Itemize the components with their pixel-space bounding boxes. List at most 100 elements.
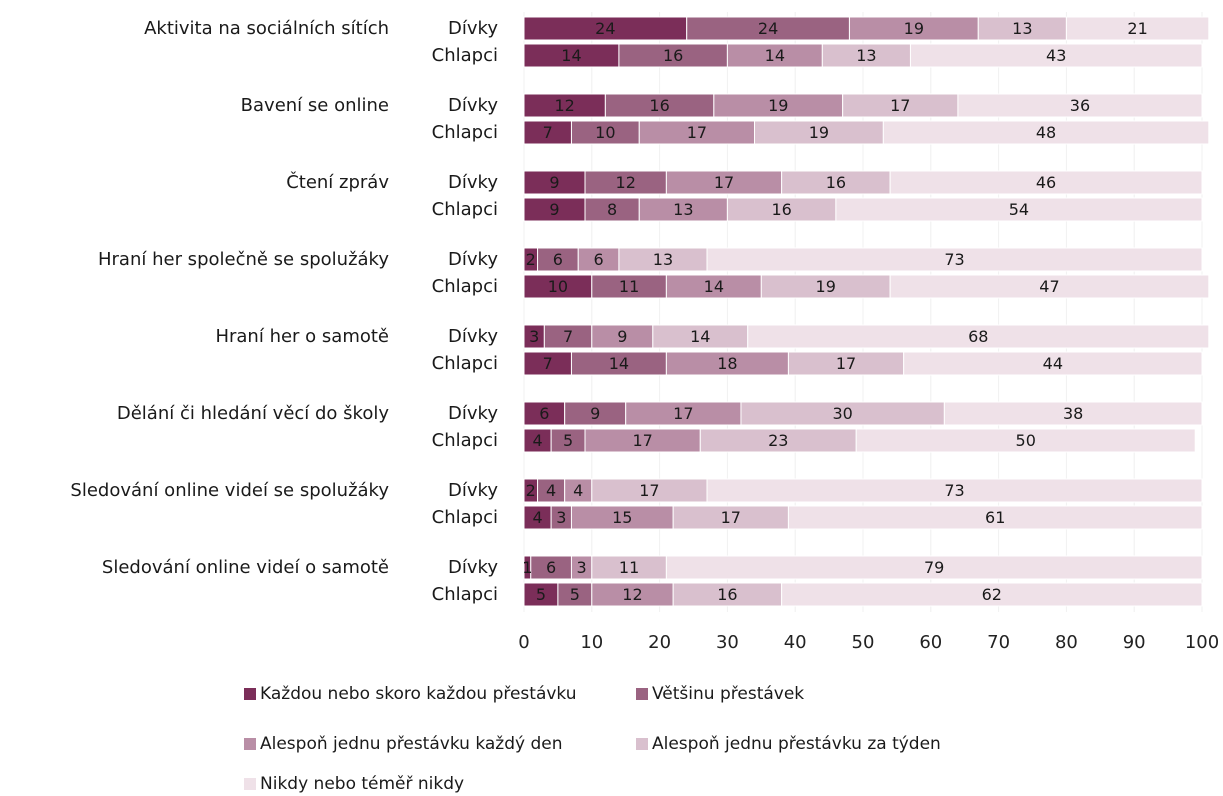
data-label: 23 (768, 431, 788, 450)
legend-label: Většinu přestávek (652, 684, 804, 704)
data-label: 17 (632, 431, 652, 450)
data-label: 14 (704, 277, 724, 296)
data-label: 44 (1043, 354, 1063, 373)
data-label: 62 (982, 585, 1002, 604)
row-label: Chlapci (432, 353, 498, 374)
data-label: 13 (856, 46, 876, 65)
row-label: Chlapci (432, 45, 498, 66)
legend-swatch (244, 778, 256, 790)
data-label: 16 (717, 585, 737, 604)
data-label: 46 (1036, 173, 1056, 192)
data-label: 17 (673, 404, 693, 423)
data-label: 38 (1063, 404, 1083, 423)
data-label: 16 (649, 96, 669, 115)
data-label: 5 (536, 585, 546, 604)
bar-segment (781, 582, 1203, 607)
bar-segment (706, 478, 1203, 503)
x-tick-label: 10 (580, 632, 603, 653)
bar-segment (889, 170, 1203, 195)
data-label: 79 (924, 558, 944, 577)
x-tick-label: 20 (648, 632, 671, 653)
data-label: 17 (721, 508, 741, 527)
category-label: Hraní her o samotě (215, 326, 389, 347)
category-label: Aktivita na sociálních sítích (144, 18, 389, 39)
data-label: 8 (607, 200, 617, 219)
data-label: 11 (619, 277, 639, 296)
legend-swatch (244, 688, 256, 700)
data-label: 4 (546, 481, 556, 500)
bars-layer (523, 16, 1210, 607)
data-label: 5 (570, 585, 580, 604)
data-label: 73 (944, 250, 964, 269)
category-label: Bavení se online (241, 95, 389, 116)
data-label: 54 (1009, 200, 1029, 219)
data-label: 17 (890, 96, 910, 115)
bar-segment (882, 120, 1210, 145)
data-label: 14 (765, 46, 785, 65)
row-label: Chlapci (432, 276, 498, 297)
category-label: Sledování online videí se spolužáky (70, 480, 389, 501)
data-label: 13 (653, 250, 673, 269)
data-label: 19 (904, 19, 924, 38)
data-label: 9 (617, 327, 627, 346)
data-label: 21 (1127, 19, 1147, 38)
data-label: 48 (1036, 123, 1056, 142)
bar-segment (747, 324, 1210, 349)
bar-segment (1065, 16, 1210, 41)
row-label: Dívky (448, 172, 498, 193)
row-label: Dívky (448, 403, 498, 424)
data-label: 36 (1070, 96, 1090, 115)
data-label: 7 (543, 123, 553, 142)
data-label: 4 (532, 508, 542, 527)
legend-label: Nikdy nebo téměř nikdy (260, 774, 464, 794)
legend-swatch (244, 738, 256, 750)
data-label: 16 (771, 200, 791, 219)
x-tick-label: 80 (1055, 632, 1078, 653)
bar-segment (903, 351, 1203, 376)
x-tick-label: 90 (1123, 632, 1146, 653)
data-label: 19 (809, 123, 829, 142)
row-label: Chlapci (432, 430, 498, 451)
bar-segment (909, 43, 1203, 68)
data-label: 6 (546, 558, 556, 577)
data-label: 19 (816, 277, 836, 296)
legend-swatch (636, 688, 648, 700)
data-label: 14 (609, 354, 629, 373)
row-label: Chlapci (432, 584, 498, 605)
data-label: 17 (714, 173, 734, 192)
bar-segment (855, 428, 1196, 453)
data-label: 6 (539, 404, 549, 423)
data-label: 9 (549, 200, 559, 219)
data-label: 3 (577, 558, 587, 577)
x-tick-label: 30 (716, 632, 739, 653)
legend-label: Každou nebo skoro každou přestávku (260, 684, 577, 704)
data-label: 61 (985, 508, 1005, 527)
row-label: Dívky (448, 326, 498, 347)
data-label: 12 (616, 173, 636, 192)
data-label: 17 (687, 123, 707, 142)
category-label: Dělání či hledání věcí do školy (117, 403, 389, 424)
row-label: Dívky (448, 480, 498, 501)
data-label: 68 (968, 327, 988, 346)
data-label: 2 (526, 250, 536, 269)
category-label: Hraní her společně se spolužáky (98, 249, 389, 270)
data-label: 30 (832, 404, 852, 423)
bar-segment (943, 401, 1203, 426)
x-tick-label: 0 (518, 632, 529, 653)
data-label: 24 (595, 19, 615, 38)
data-label: 2 (526, 481, 536, 500)
data-label: 6 (593, 250, 603, 269)
category-label: Sledování online videí o samotě (102, 557, 389, 578)
data-label: 7 (543, 354, 553, 373)
data-label: 13 (673, 200, 693, 219)
data-label: 15 (612, 508, 632, 527)
data-label: 14 (690, 327, 710, 346)
x-axis: 0 10 20 30 40 50 60 70 80 90 100 (518, 632, 1219, 653)
data-label: 1 (522, 558, 532, 577)
bar-segment (706, 247, 1203, 272)
data-label: 14 (561, 46, 581, 65)
x-tick-label: 60 (919, 632, 942, 653)
data-label: 3 (529, 327, 539, 346)
labels-layer: Aktivita na sociálních sítích Dívky 24 24 19… (70, 18, 1147, 605)
